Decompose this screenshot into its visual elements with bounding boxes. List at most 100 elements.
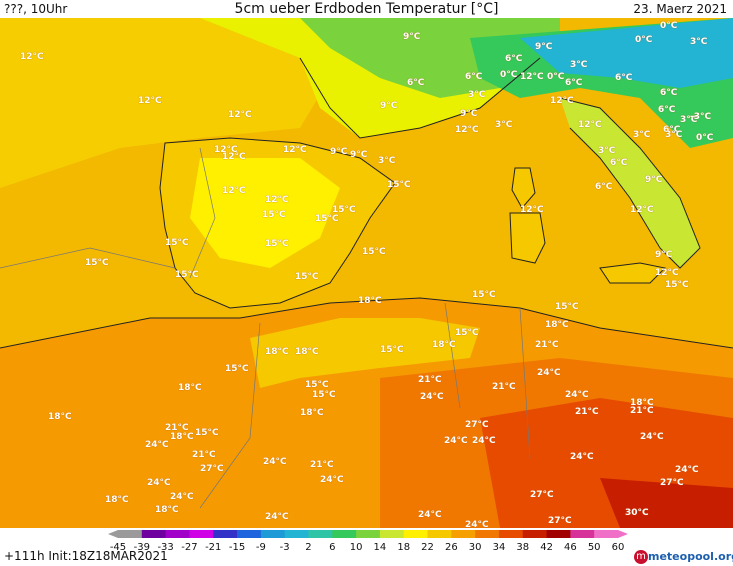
legend-swatch bbox=[379, 530, 405, 538]
temperature-label: 18°C bbox=[170, 432, 194, 442]
temperature-label: 24°C bbox=[537, 368, 561, 378]
legend-swatch bbox=[260, 530, 286, 538]
legend-tick-label: 38 bbox=[516, 542, 529, 553]
legend-tick-label: -33 bbox=[157, 542, 173, 553]
italy-coastline bbox=[559, 97, 701, 269]
temperature-label: 27°C bbox=[660, 478, 684, 488]
meteopool-logo-text: meteopool.org bbox=[648, 550, 733, 563]
temperature-label: 18°C bbox=[155, 505, 179, 515]
temperature-label: 18°C bbox=[630, 398, 654, 408]
temperature-label: 6°C bbox=[465, 72, 483, 82]
temperature-label: 24°C bbox=[640, 432, 664, 442]
temperature-label: 0°C bbox=[635, 35, 653, 45]
temperature-label: 3°C bbox=[680, 115, 698, 125]
legend-tick-label: -45 bbox=[110, 542, 126, 553]
temperature-label: 15°C bbox=[265, 239, 289, 249]
legend-tick-label: 14 bbox=[374, 542, 387, 553]
temperature-label: 18°C bbox=[105, 495, 129, 505]
legend-swatch bbox=[594, 530, 619, 538]
legend-tick-label: -27 bbox=[181, 542, 197, 553]
temperature-label: 0°C bbox=[547, 72, 565, 82]
temperature-label: 18°C bbox=[178, 383, 202, 393]
temperature-label: 24°C bbox=[472, 436, 496, 446]
temperature-label: 12°C bbox=[138, 96, 162, 106]
temperature-label: 3°C bbox=[598, 146, 616, 156]
temperature-label: 24°C bbox=[570, 452, 594, 462]
temperature-label: 15°C bbox=[455, 328, 479, 338]
temperature-label: 12°C bbox=[550, 96, 574, 106]
sardinia-island bbox=[509, 212, 546, 264]
temperature-label: 12°C bbox=[630, 205, 654, 215]
temperature-label: 27°C bbox=[530, 490, 554, 500]
temperature-label: 9°C bbox=[350, 150, 368, 160]
temperature-label: 3°C bbox=[495, 120, 513, 130]
temperature-label: 15°C bbox=[225, 364, 249, 374]
temperature-label: 18°C bbox=[432, 340, 456, 350]
temperature-label: 9°C bbox=[645, 175, 663, 185]
legend-tick-label: 10 bbox=[350, 542, 363, 553]
temperature-label: 24°C bbox=[565, 390, 589, 400]
legend-tick-label: 26 bbox=[445, 542, 458, 553]
temperature-label: 18°C bbox=[358, 296, 382, 306]
legend-tick-label: -15 bbox=[229, 542, 245, 553]
temperature-label: 15°C bbox=[165, 238, 189, 248]
temperature-label: 24°C bbox=[420, 392, 444, 402]
temperature-label: 12°C bbox=[455, 125, 479, 135]
temperature-label: 3°C bbox=[468, 90, 486, 100]
iberia-coastline bbox=[159, 137, 396, 309]
legend-swatch bbox=[332, 530, 357, 538]
temperature-label: 3°C bbox=[570, 60, 588, 70]
temperature-label: 18°C bbox=[295, 347, 319, 357]
north-atlantic-field bbox=[0, 18, 330, 188]
legend-swatch bbox=[403, 530, 429, 538]
color-legend: -45 -39 -33 -27 -21 -15 -9 -3 2 6 10 14 18 22 26 30 34 38… bbox=[108, 530, 628, 553]
temperature-label: 6°C bbox=[505, 54, 523, 64]
temperature-map bbox=[0, 18, 733, 528]
temperature-label: 0°C bbox=[660, 21, 678, 31]
temperature-label: 15°C bbox=[362, 247, 386, 257]
temperature-label: 24°C bbox=[418, 510, 442, 520]
legend-swatch bbox=[189, 530, 214, 538]
atlas-zone bbox=[250, 318, 480, 388]
temperature-label: 12°C bbox=[578, 120, 602, 130]
legend-tick-label: -39 bbox=[134, 542, 150, 553]
temperature-label: 0°C bbox=[696, 133, 714, 143]
temperature-label: 12°C bbox=[214, 145, 238, 155]
temperature-label: 6°C bbox=[565, 78, 583, 88]
temperature-label: 21°C bbox=[192, 450, 216, 460]
temperature-label: 18°C bbox=[545, 320, 569, 330]
temperature-label: 15°C bbox=[315, 214, 339, 224]
map-title: 5cm ueber Erdboden Temperatur [°C] bbox=[234, 1, 499, 17]
temperature-label: 27°C bbox=[465, 420, 489, 430]
legend-swatch bbox=[356, 530, 381, 538]
country-borders bbox=[0, 147, 531, 509]
legend-tick-label: -9 bbox=[256, 542, 266, 553]
temperature-label: 27°C bbox=[200, 464, 224, 474]
temperature-label: 15°C bbox=[295, 272, 319, 282]
temperature-label: 6°C bbox=[615, 73, 633, 83]
temperature-label: 27°C bbox=[548, 516, 572, 526]
temperature-label: 15°C bbox=[262, 210, 286, 220]
temperature-label: 6°C bbox=[610, 158, 628, 168]
temperature-label: 0°C bbox=[500, 70, 518, 80]
legend-tick-label: 60 bbox=[612, 542, 625, 553]
temperature-label: 24°C bbox=[444, 436, 468, 446]
legend-swatch bbox=[284, 530, 309, 538]
legend-swatch bbox=[165, 530, 190, 538]
legend-tick-label: 50 bbox=[588, 542, 601, 553]
temperature-label: 21°C bbox=[310, 460, 334, 470]
temperature-label: 9°C bbox=[535, 42, 553, 52]
temperature-label: 9°C bbox=[403, 32, 421, 42]
temperature-label: 15°C bbox=[665, 280, 689, 290]
legend-swatch bbox=[546, 530, 571, 538]
run-info: +111h Init:18Z18MAR2021 bbox=[4, 549, 168, 563]
temperature-label: 21°C bbox=[630, 406, 654, 416]
legend-tick-label: 22 bbox=[421, 542, 434, 553]
temperature-label: 21°C bbox=[418, 375, 442, 385]
temperature-label: 3°C bbox=[690, 37, 708, 47]
temperature-label: 24°C bbox=[465, 520, 489, 530]
legend-low-arrow bbox=[108, 530, 118, 538]
legend-swatch bbox=[308, 530, 333, 538]
